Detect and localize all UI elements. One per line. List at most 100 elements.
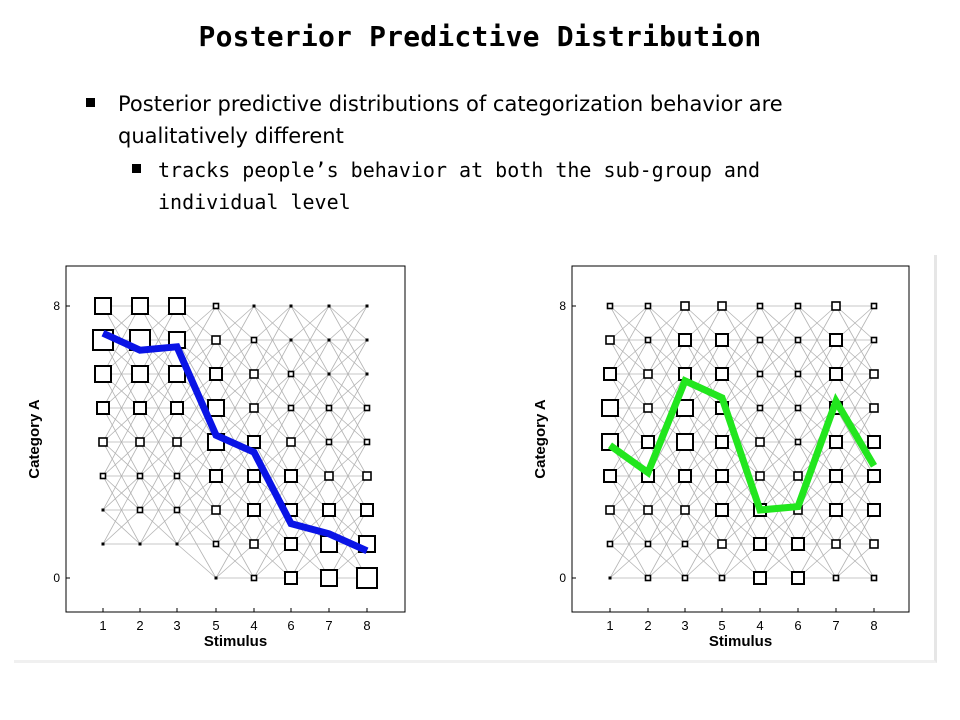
- connection-line: [797, 305, 837, 375]
- x-axis-label: Stimulus: [204, 633, 267, 650]
- box-marker: [870, 302, 878, 310]
- bullet-text: Posterior predictive distributions of ca…: [118, 92, 783, 148]
- connection-line: [176, 475, 217, 545]
- box-marker: [249, 369, 259, 379]
- connection-line: [759, 509, 799, 579]
- connection-line: [609, 373, 649, 443]
- connection-line: [290, 509, 330, 579]
- connection-line: [759, 407, 799, 443]
- box-marker: [99, 472, 107, 480]
- connection-line: [835, 475, 875, 545]
- slide-title: Posterior Predictive Distribution: [198, 20, 762, 53]
- x-tick-label: 1: [99, 618, 106, 633]
- box-marker: [869, 369, 879, 379]
- connection-line: [835, 305, 875, 375]
- box-marker: [212, 540, 220, 548]
- box-marker: [96, 401, 110, 415]
- connection-line: [139, 305, 178, 375]
- connection-line: [290, 305, 330, 341]
- connection-line: [176, 475, 217, 511]
- connection-line: [609, 305, 649, 341]
- x-tick-label: 3: [681, 618, 688, 633]
- box-marker: [680, 301, 690, 311]
- connection-line: [290, 339, 330, 409]
- box-marker: [605, 335, 615, 345]
- box-marker: [681, 574, 689, 582]
- connection-line: [609, 339, 649, 409]
- box-marker: [869, 403, 879, 413]
- box-marker: [170, 401, 184, 415]
- y-tick-label: 0: [53, 571, 60, 585]
- connection-line: [290, 373, 330, 443]
- connection-line: [797, 441, 837, 511]
- connection-line: [139, 441, 178, 477]
- box-marker: [793, 471, 803, 481]
- connection-line: [328, 441, 368, 477]
- box-marker: [284, 469, 298, 483]
- connection-line: [215, 509, 255, 545]
- connection-line: [176, 509, 217, 545]
- box-marker: [252, 304, 256, 308]
- box-marker: [327, 372, 331, 376]
- connection-line: [139, 475, 178, 511]
- y-tick-label: 8: [559, 299, 566, 313]
- connection-line: [835, 305, 875, 341]
- box-marker: [676, 433, 694, 451]
- connection-line: [215, 339, 255, 375]
- box-marker: [363, 438, 371, 446]
- x-tick-label: 2: [644, 618, 651, 633]
- connection-line: [797, 407, 837, 477]
- connection-line: [215, 373, 255, 443]
- connection-line: [721, 509, 761, 579]
- box-marker: [286, 437, 296, 447]
- connection-line: [684, 509, 723, 579]
- connection-line: [721, 373, 761, 443]
- box-marker: [678, 333, 692, 347]
- connection-line: [290, 441, 330, 477]
- box-marker: [249, 403, 259, 413]
- box-marker: [363, 404, 371, 412]
- connection-line: [835, 373, 875, 443]
- connection-line: [215, 475, 255, 545]
- x-tick-label: 2: [136, 618, 143, 633]
- box-marker: [173, 472, 181, 480]
- box-marker: [356, 567, 378, 589]
- x-tick-label: 3: [173, 618, 180, 633]
- box-marker: [869, 539, 879, 549]
- connection-line: [139, 373, 178, 443]
- box-marker: [606, 540, 614, 548]
- connection-line: [253, 305, 292, 375]
- box-marker: [605, 505, 615, 515]
- connection-line: [797, 509, 837, 545]
- connection-line: [176, 509, 217, 579]
- box-marker: [794, 336, 802, 344]
- box-marker: [365, 304, 369, 308]
- x-axis-label: Stimulus: [709, 633, 772, 650]
- sub-bullet-item: tracks people’s behavior at both the sub…: [78, 154, 878, 218]
- box-marker: [794, 404, 802, 412]
- connection-line: [759, 305, 799, 375]
- connection-line: [647, 509, 686, 579]
- connection-line: [176, 339, 217, 409]
- box-marker: [175, 542, 179, 546]
- box-marker: [644, 540, 652, 548]
- box-marker: [715, 333, 729, 347]
- box-marker: [643, 403, 653, 413]
- box-marker: [247, 435, 261, 449]
- box-marker: [136, 506, 144, 514]
- connection-line: [609, 475, 649, 545]
- box-marker: [365, 372, 369, 376]
- box-marker: [133, 401, 147, 415]
- connection-lines: [102, 305, 368, 579]
- box-marker: [644, 302, 652, 310]
- box-marker: [829, 435, 843, 449]
- box-marker: [207, 399, 225, 417]
- connection-line: [176, 373, 217, 443]
- connection-line: [328, 339, 368, 375]
- box-marker: [325, 438, 333, 446]
- connection-line: [647, 475, 686, 545]
- connection-line: [721, 475, 761, 545]
- box-marker: [867, 435, 881, 449]
- connection-line: [102, 441, 141, 477]
- box-marker: [606, 302, 614, 310]
